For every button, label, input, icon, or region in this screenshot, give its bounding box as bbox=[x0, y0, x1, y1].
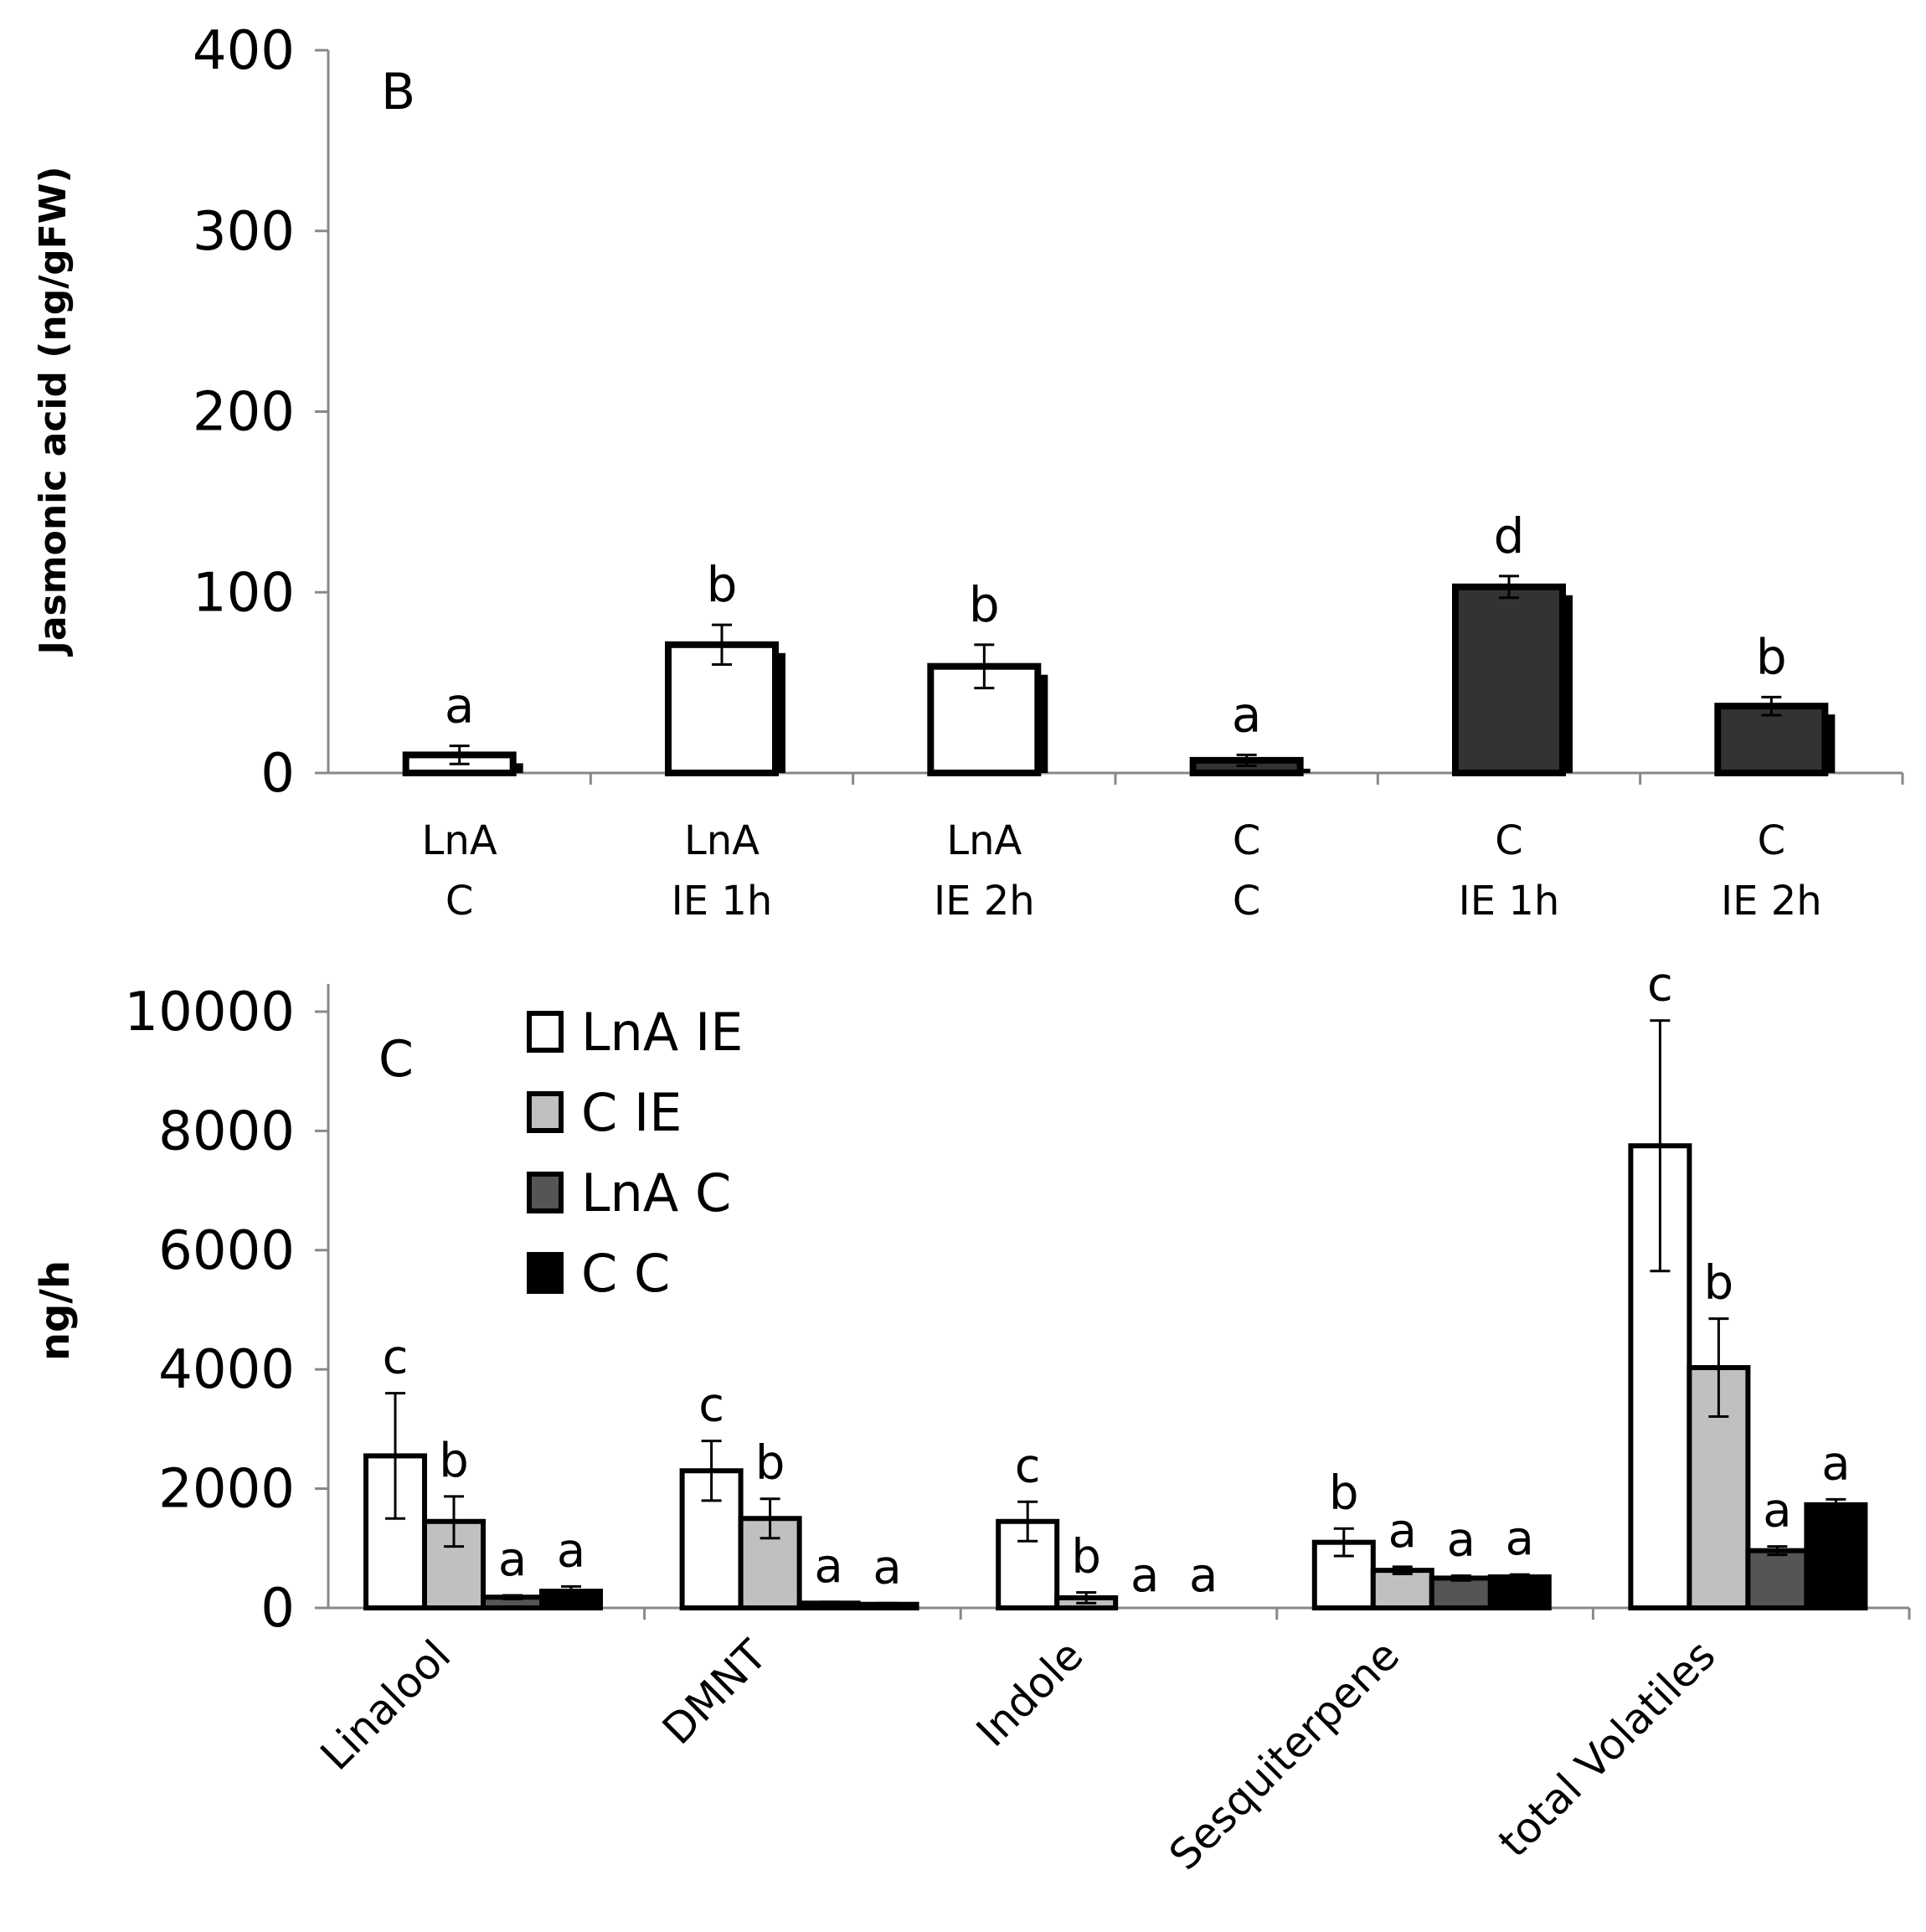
significance-letter: b bbox=[1704, 1256, 1734, 1311]
bar-c-ie bbox=[1370, 1568, 1434, 1611]
significance-letter: b bbox=[1329, 1466, 1359, 1520]
significance-letter: b bbox=[1756, 628, 1787, 685]
significance-letter: a bbox=[1506, 1512, 1534, 1566]
significance-letter: b bbox=[755, 1436, 785, 1491]
legend-label: LnA C bbox=[581, 1162, 731, 1224]
x-category-label-line2: C bbox=[1233, 878, 1261, 925]
panel-label: C bbox=[379, 1030, 414, 1089]
legend-swatch bbox=[527, 1011, 564, 1053]
x-category-label-line1: C bbox=[1758, 817, 1786, 864]
x-category-label-line1: LnA bbox=[422, 817, 497, 864]
x-category-label-line1: LnA bbox=[684, 817, 760, 864]
legend-label: C IE bbox=[581, 1082, 682, 1143]
significance-letter: a bbox=[814, 1539, 842, 1594]
significance-letter: a bbox=[445, 677, 475, 734]
x-category-label: total Volatiles bbox=[1489, 1631, 1724, 1866]
significance-letter: a bbox=[873, 1540, 901, 1595]
legend-label: LnA IE bbox=[581, 1002, 743, 1063]
y-tick-label: 0 bbox=[260, 1578, 295, 1640]
y-axis-title: ng/h bbox=[32, 1260, 79, 1361]
significance-letter: c bbox=[383, 1331, 409, 1385]
y-tick-label: 0 bbox=[260, 743, 295, 805]
significance-letter: a bbox=[557, 1523, 585, 1578]
significance-letter: b bbox=[707, 556, 738, 613]
legend-swatch bbox=[527, 1091, 564, 1133]
significance-letter: c bbox=[698, 1378, 724, 1433]
x-category-label: DMNT bbox=[653, 1631, 776, 1754]
legend-swatch bbox=[527, 1172, 564, 1213]
y-tick-label: 10000 bbox=[124, 981, 295, 1043]
x-category-label-line1: C bbox=[1495, 817, 1523, 864]
significance-letter: a bbox=[1821, 1436, 1850, 1491]
y-tick-label: 8000 bbox=[158, 1100, 295, 1162]
significance-letter: b bbox=[439, 1434, 469, 1488]
panel-label: B bbox=[381, 63, 415, 121]
y-axis-title: Jasmonic acid (ng/gFW) bbox=[32, 167, 75, 657]
significance-letter: b bbox=[969, 576, 1000, 633]
significance-letter: d bbox=[1494, 507, 1525, 564]
significance-letter: a bbox=[1232, 686, 1262, 743]
significance-letter: a bbox=[1447, 1513, 1475, 1568]
bar-c-c bbox=[1804, 1502, 1868, 1610]
y-tick-label: 4000 bbox=[158, 1339, 295, 1401]
y-tick-label: 2000 bbox=[158, 1459, 295, 1521]
significance-letter: b bbox=[1071, 1529, 1101, 1584]
x-category-label-line1: C bbox=[1233, 817, 1261, 864]
x-category-label-line1: LnA bbox=[946, 817, 1022, 864]
bar-lna-c bbox=[1429, 1575, 1493, 1611]
x-category-label-line2: IE 1h bbox=[672, 878, 773, 925]
x-category-label-line2: C bbox=[445, 878, 474, 925]
x-category-label: Indole bbox=[967, 1631, 1092, 1755]
significance-letter: a bbox=[1388, 1504, 1417, 1558]
x-category-label-line2: IE 2h bbox=[934, 878, 1035, 925]
y-tick-label: 100 bbox=[193, 562, 295, 624]
significance-letter: c bbox=[1647, 958, 1673, 1012]
y-tick-label: 400 bbox=[193, 20, 295, 82]
legend-label: C C bbox=[581, 1243, 670, 1304]
significance-letter: a bbox=[1130, 1548, 1159, 1603]
x-category-label: Linalool bbox=[312, 1631, 461, 1780]
significance-letter: a bbox=[1763, 1484, 1791, 1538]
y-tick-label: 200 bbox=[193, 382, 295, 444]
significance-letter: a bbox=[498, 1533, 527, 1587]
legend-swatch bbox=[527, 1252, 564, 1294]
bar-lna-c bbox=[1745, 1548, 1810, 1610]
significance-letter: c bbox=[1015, 1439, 1041, 1493]
bar-c-c bbox=[1487, 1574, 1552, 1610]
significance-letter: a bbox=[1189, 1548, 1218, 1603]
y-tick-label: 300 bbox=[193, 201, 295, 263]
bar bbox=[1452, 583, 1566, 777]
x-category-label-line2: IE 1h bbox=[1459, 878, 1560, 925]
x-category-label-line2: IE 2h bbox=[1721, 878, 1822, 925]
y-tick-label: 6000 bbox=[158, 1220, 295, 1282]
x-category-label: Sesquiterpene bbox=[1160, 1631, 1408, 1879]
